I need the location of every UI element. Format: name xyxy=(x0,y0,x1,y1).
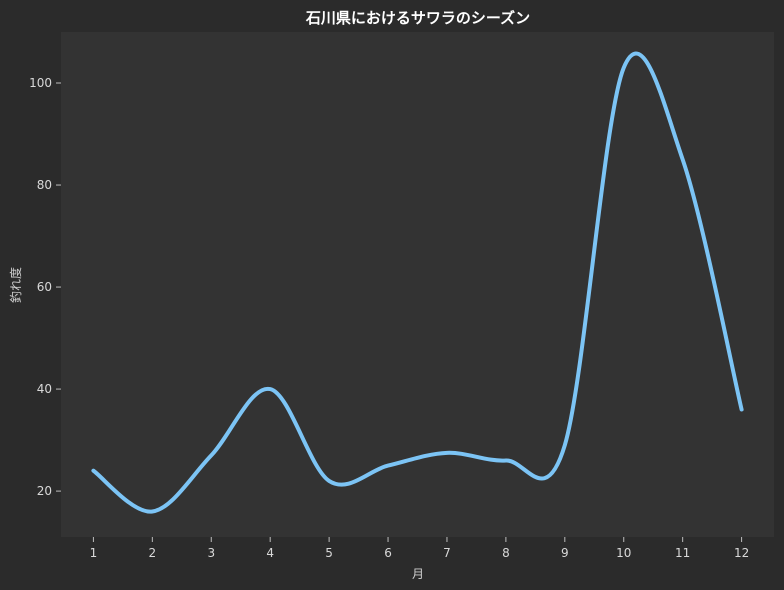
x-axis-label: 月 xyxy=(412,567,424,581)
x-tick-label: 7 xyxy=(443,546,451,560)
x-tick-label: 11 xyxy=(675,546,690,560)
y-tick-label: 60 xyxy=(37,280,52,294)
chart-title: 石川県におけるサワラのシーズン xyxy=(305,9,530,27)
x-axis: 1 2 3 4 5 6 7 8 9 10 11 12 xyxy=(90,537,749,560)
x-tick-label: 3 xyxy=(207,546,215,560)
x-tick-label: 6 xyxy=(384,546,392,560)
x-tick-label: 5 xyxy=(325,546,333,560)
x-tick-label: 10 xyxy=(616,546,631,560)
x-tick-label: 1 xyxy=(90,546,98,560)
x-tick-label: 9 xyxy=(561,546,569,560)
y-tick-label: 40 xyxy=(37,382,52,396)
x-tick-label: 4 xyxy=(266,546,274,560)
y-tick-label: 20 xyxy=(37,484,52,498)
x-tick-label: 8 xyxy=(502,546,510,560)
x-tick-label: 2 xyxy=(149,546,157,560)
series-line xyxy=(91,51,744,514)
x-tick-label: 12 xyxy=(734,546,749,560)
y-tick-label: 100 xyxy=(29,76,52,90)
plot-area xyxy=(61,32,774,537)
y-axis-label: 釣れ度 xyxy=(8,267,23,303)
y-axis: 20 40 60 80 100 xyxy=(29,76,61,498)
y-tick-label: 80 xyxy=(37,178,52,192)
